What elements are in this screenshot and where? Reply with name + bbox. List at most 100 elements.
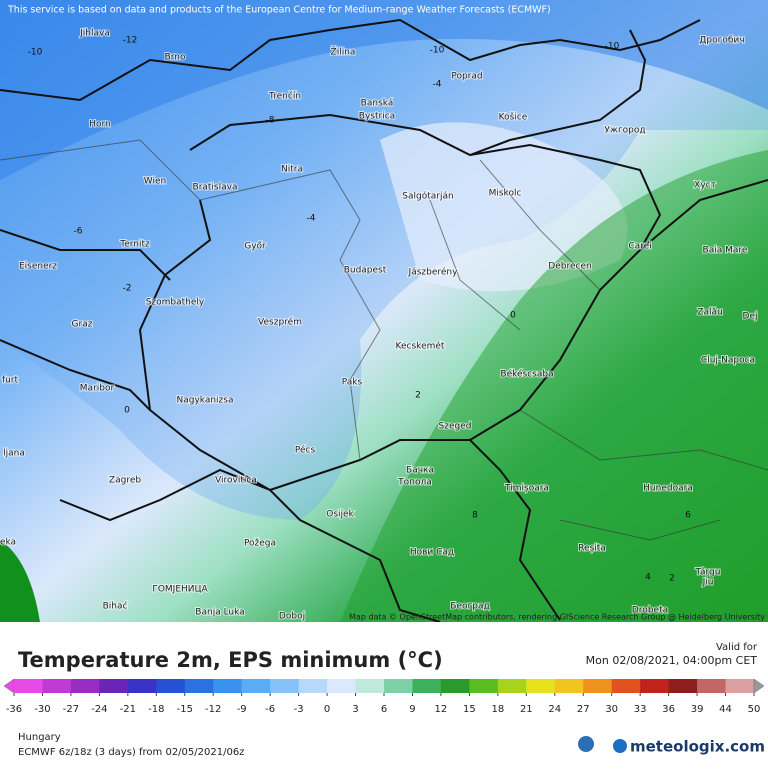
city-label: Kecskemét	[396, 341, 445, 352]
city-label: Banská	[361, 99, 394, 109]
legend-tick-label: 36	[662, 704, 675, 715]
legend-swatch	[583, 679, 613, 693]
contour-label: -4	[433, 80, 442, 90]
legend-arrow-right	[753, 678, 765, 694]
city-label: Budapest	[344, 266, 387, 276]
city-label: Zagreb	[109, 476, 141, 486]
city-label: Timișoara	[504, 484, 549, 494]
city-label: Bihać	[103, 601, 128, 612]
legend-tick-label: 33	[634, 704, 647, 715]
legend-tick-label: -21	[120, 704, 136, 715]
legend-tick-label: 0	[324, 704, 330, 715]
legend-tick-label: -36	[6, 704, 22, 715]
contour-label: -2	[123, 284, 132, 294]
contour-labels: -12 -10 -10 -10 -8 -6 -4 -4 -2 0 0 2 8 6 4 2	[28, 36, 691, 584]
city-label: Dej	[743, 312, 758, 322]
legend-swatch	[554, 679, 584, 693]
contour-label: 6	[685, 511, 691, 521]
legend-tick-label: 15	[463, 704, 476, 715]
city-label: Banja Luka	[195, 608, 244, 618]
legend-tick-label: 21	[520, 704, 533, 715]
legend-swatch	[384, 679, 413, 693]
legend-swatch	[668, 679, 698, 693]
city-label: Žilina	[331, 46, 356, 58]
contour-label: -6	[74, 227, 83, 237]
contour-label: -10	[605, 42, 620, 52]
contour-label: 0	[124, 406, 130, 416]
legend-swatch	[355, 679, 385, 693]
legend-tick-label: -6	[265, 704, 275, 715]
city-label: Нови Сад	[410, 548, 454, 558]
legend-swatch	[611, 679, 641, 693]
legend-swatch	[697, 679, 727, 693]
legend-swatch	[99, 679, 129, 693]
city-label: Хуст	[694, 181, 716, 191]
city-label: Drobeta	[632, 606, 668, 616]
city-label: Trenčín	[268, 91, 301, 102]
city-label: Târgu	[695, 568, 721, 578]
legend-tick-label: 3	[352, 704, 358, 715]
legend-tick-label: -15	[177, 704, 193, 715]
city-label: Požega	[244, 539, 276, 549]
city-label: Salgótarján	[402, 191, 453, 202]
city-label: Győr	[244, 242, 266, 252]
legend-swatch	[725, 679, 755, 693]
legend-swatch	[127, 679, 157, 693]
map	[0, 0, 768, 623]
legend-swatch	[497, 679, 527, 693]
city-label: Zalău	[697, 308, 722, 318]
city-label: Veszprém	[258, 317, 302, 328]
legend-tick-label: 39	[691, 704, 704, 715]
legend-tick-label: 24	[548, 704, 561, 715]
legend-tick-label: -24	[91, 704, 107, 715]
contour-label: 2	[415, 391, 421, 401]
valid-label: Valid for	[716, 642, 758, 653]
legend-tick-label: -12	[205, 704, 221, 715]
legend-tick-label: 9	[409, 704, 415, 715]
city-label: Miskolc	[489, 189, 522, 199]
legend-tick-label: -3	[294, 704, 304, 715]
legend-title: Temperature 2m, EPS minimum (°C)	[18, 648, 443, 672]
city-label: Paks	[342, 378, 363, 388]
legend-swatch	[412, 679, 442, 693]
legend-tick-label: -27	[63, 704, 79, 715]
city-label: eka	[0, 538, 16, 548]
city-label: Bratislava	[193, 183, 238, 193]
legend-tick-label: 27	[577, 704, 590, 715]
city-label: Košice	[499, 112, 528, 123]
city-label: Osijek	[326, 510, 354, 520]
valid-time: Mon 02/08/2021, 04:00pm CET	[586, 654, 758, 667]
city-label: Дрогобич	[699, 36, 744, 46]
city-label: Nagykanizsa	[177, 396, 234, 406]
legend-tick-label: 30	[605, 704, 618, 715]
contour-label: -8	[266, 116, 275, 126]
legend-tick-label: 50	[748, 704, 761, 715]
brand-logo	[613, 739, 627, 753]
legend-tick-label: 18	[491, 704, 504, 715]
brand: meteologix.com	[630, 738, 765, 756]
city-label: Poprad	[451, 72, 482, 82]
legend-tick-label: 12	[435, 704, 448, 715]
city-label: Ужгород	[604, 126, 645, 136]
city-label: Maribor	[80, 384, 115, 394]
legend-swatch	[327, 679, 357, 693]
legend-swatch	[640, 679, 670, 693]
contour-label: 4	[645, 573, 651, 583]
city-label: Virovitica	[215, 476, 257, 486]
legend-swatch	[440, 679, 470, 693]
city-label: Baia Mare	[703, 246, 748, 256]
city-label: Pécs	[295, 445, 316, 456]
city-label: Bystrica	[359, 112, 395, 122]
city-label: ljana	[3, 449, 25, 459]
attribution: Map data © OpenStreetMap contributors, r…	[349, 613, 765, 622]
region: Hungary	[18, 732, 61, 743]
legend-swatch	[70, 679, 100, 693]
city-label: Jászberény	[408, 267, 459, 278]
city-label: Carei	[628, 242, 651, 252]
city-label: Cluj-Napoca	[701, 356, 755, 366]
city-label: Топола	[397, 478, 432, 488]
city-label: Horn	[89, 120, 111, 130]
notice: This service is based on data and produc…	[7, 5, 551, 16]
legend-tick-label: 44	[719, 704, 732, 715]
